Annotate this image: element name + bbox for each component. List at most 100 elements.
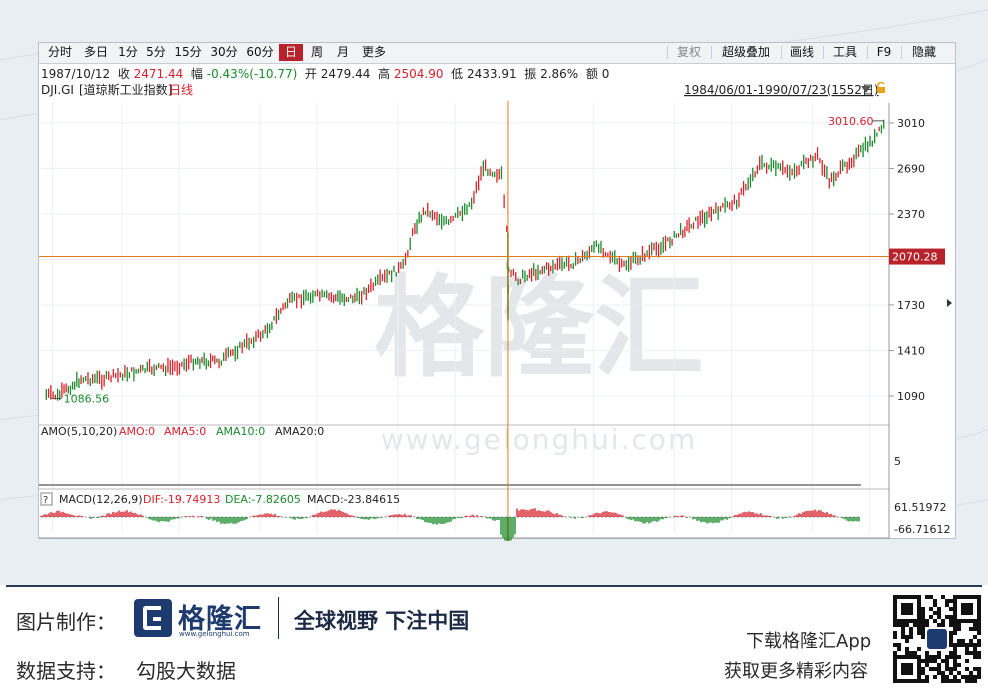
qr-cell: [921, 659, 925, 663]
qr-cell: [937, 623, 941, 627]
qr-cell: [929, 615, 933, 619]
qr-cell: [921, 623, 925, 627]
qr-cell: [905, 635, 909, 639]
qr-cell: [973, 651, 977, 655]
qr-cell: [921, 631, 925, 635]
macd-histogram: [40, 508, 861, 541]
qr-cell: [933, 675, 937, 679]
qr-cell: [917, 623, 921, 627]
qr-cell: [945, 675, 949, 679]
qr-cell: [925, 655, 929, 659]
tool-button-4[interactable]: F9: [876, 45, 892, 59]
qr-cell: [905, 647, 909, 651]
min-label: 1086.56: [64, 392, 110, 405]
qr-cell: [917, 631, 921, 635]
qr-cell: [937, 663, 941, 667]
qr-cell: [973, 667, 977, 671]
amo-label: AMO(5,10,20): [41, 425, 117, 438]
qr-cell: [957, 623, 961, 627]
kline-chart[interactable]: DJI.GI [道琼斯工业指数] 日线 1984/06/01-1990/07/2…: [39, 81, 955, 541]
toolbar-sep: [867, 46, 868, 59]
period-button-5[interactable]: 30分: [210, 45, 238, 59]
qr-cell: [973, 635, 977, 639]
chart-grid: [39, 103, 889, 539]
tool-button-3[interactable]: 工具: [832, 45, 857, 59]
info-high: 2504.90: [393, 67, 444, 81]
qr-code-icon[interactable]: [893, 595, 981, 683]
qr-cell: [973, 647, 977, 651]
period-button-9[interactable]: 月: [336, 45, 349, 59]
qr-cell: [953, 675, 957, 679]
qr-cell: [961, 639, 965, 643]
tool-button-0[interactable]: 复权: [676, 45, 701, 59]
range-dropdown-icon[interactable]: [861, 86, 871, 93]
qr-cell: [977, 667, 981, 671]
toolbar-sep: [901, 46, 902, 59]
qr-cell: [893, 635, 897, 639]
brand-name: 格隆汇: [178, 604, 262, 635]
qr-cell: [937, 651, 941, 655]
data-source: 勾股大数据: [136, 659, 236, 683]
qr-cell: [961, 643, 965, 647]
tool-button-2[interactable]: 画线: [789, 45, 814, 59]
amo-legend-item: AMA5:0: [164, 425, 206, 438]
qr-cell: [893, 643, 897, 647]
qr-cell: [897, 647, 901, 651]
period-button-7[interactable]: 日: [279, 44, 303, 61]
qr-cell: [905, 639, 909, 643]
qr-cell: [949, 635, 953, 639]
footer: 图片制作： 格隆汇 www.gelonghui.com 全球视野 下注中国 数据…: [0, 585, 988, 691]
qr-cell: [945, 667, 949, 671]
amo-legend-item: AMA20:0: [275, 425, 324, 438]
brand-logo-icon: [134, 599, 172, 637]
qr-cell: [925, 659, 929, 663]
qr-cell: [969, 679, 973, 683]
period-button-8[interactable]: 周: [310, 45, 323, 59]
qr-cell: [901, 631, 905, 635]
info-amount: 0: [601, 67, 610, 81]
period-button-4[interactable]: 15分: [174, 45, 202, 59]
y-tick-label: 3010: [897, 117, 925, 130]
qr-cell: [953, 663, 957, 667]
qr-cell: [909, 631, 913, 635]
period-button-10[interactable]: 更多: [361, 45, 386, 59]
qr-cell: [921, 619, 925, 623]
y-tick-label: 1090: [897, 390, 925, 403]
period-button-2[interactable]: 1分: [118, 45, 138, 59]
qr-cell: [921, 607, 925, 611]
lock-icon[interactable]: [877, 87, 885, 93]
chart-window: 分时 多日 1分 5分 15分 30分 60分日周月更多 复权 超级叠加 画线 工具 F9 隐藏 198…: [38, 42, 956, 541]
qr-cell: [969, 627, 973, 631]
toolbar-sep: [711, 46, 712, 59]
macd-help-button[interactable]: [40, 492, 53, 506]
qr-cell: [933, 599, 937, 603]
qr-cell: [913, 623, 917, 627]
qr-cell: [969, 651, 973, 655]
qr-cell: [949, 619, 953, 623]
chart-date-range[interactable]: 1984/06/01-1990/07/23(1552日): [684, 83, 879, 97]
qr-cell: [929, 607, 933, 611]
qr-cell: [973, 675, 977, 679]
qr-cell: [961, 675, 965, 679]
tool-button-5[interactable]: 隐藏: [911, 45, 936, 59]
period-button-1[interactable]: 多日: [83, 45, 108, 59]
qr-cell: [897, 643, 901, 647]
qr-cell: [973, 623, 977, 627]
qr-cell: [905, 623, 909, 627]
qr-cell: [953, 679, 957, 683]
qr-cell: [953, 627, 957, 631]
qr-finder-core: [901, 663, 913, 675]
qr-cell: [925, 651, 929, 655]
period-button-0[interactable]: 分时: [47, 45, 72, 59]
qr-cell: [901, 623, 905, 627]
qr-cell: [929, 655, 933, 659]
qr-cell: [949, 639, 953, 643]
qr-cell: [893, 623, 897, 627]
data-source-label: 数据支持：: [16, 659, 116, 683]
period-button-6[interactable]: 60分: [246, 45, 274, 59]
tool-button-1[interactable]: 超级叠加: [721, 45, 770, 59]
qr-cell: [965, 647, 969, 651]
qr-cell: [925, 623, 929, 627]
period-button-3[interactable]: 5分: [146, 45, 166, 59]
qr-cell: [925, 619, 929, 623]
